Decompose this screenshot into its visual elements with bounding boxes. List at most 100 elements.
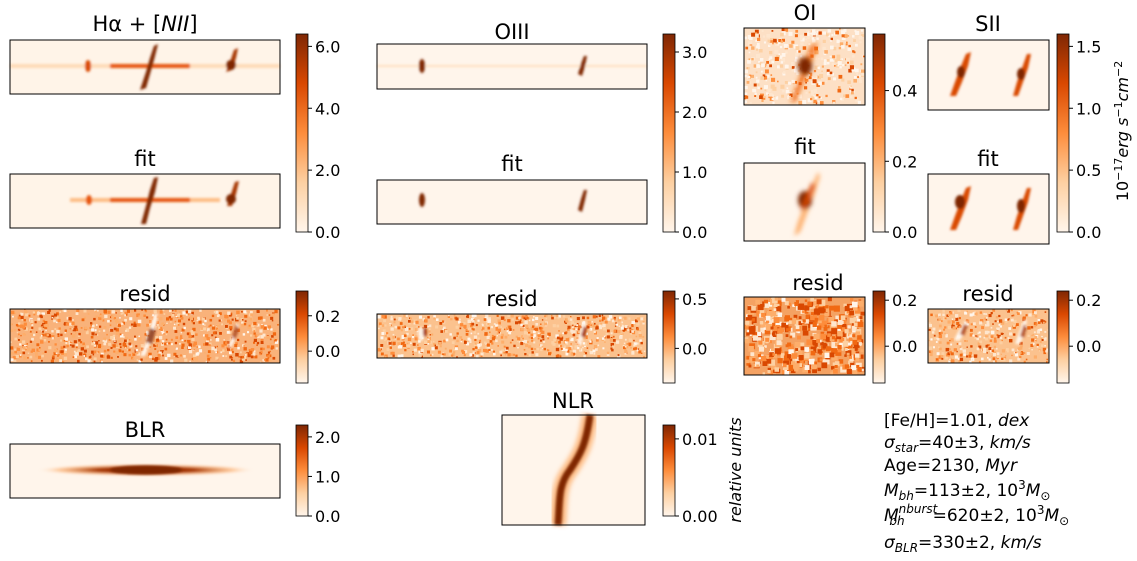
noise-pixel <box>95 333 97 336</box>
noise-pixel <box>634 347 637 350</box>
noise-pixel <box>991 355 993 357</box>
noise-pixel <box>776 340 782 346</box>
noise-pixel <box>757 354 761 358</box>
noise-pixel <box>566 350 570 353</box>
noise-pixel <box>216 329 221 333</box>
noise-pixel <box>63 352 67 356</box>
noise-pixel <box>484 332 488 336</box>
noise-pixel <box>541 335 545 338</box>
noise-pixel <box>964 340 966 342</box>
noise-pixel <box>203 337 207 340</box>
noise-pixel <box>950 343 953 346</box>
noise-pixel <box>204 319 207 323</box>
noise-pixel <box>530 326 535 331</box>
noise-pixel <box>592 349 596 353</box>
noise-pixel <box>471 318 474 321</box>
noise-pixel <box>123 353 127 357</box>
noise-pixel <box>380 352 384 356</box>
noise-pixel <box>948 360 951 363</box>
noise-pixel <box>760 70 763 73</box>
noise-pixel <box>844 329 849 334</box>
noise-pixel <box>29 340 33 343</box>
noise-pixel <box>630 332 633 335</box>
noise-pixel <box>179 342 181 345</box>
noise-pixel <box>791 79 796 84</box>
noise-pixel <box>804 299 808 302</box>
noise-pixel <box>613 316 616 320</box>
noise-pixel <box>149 355 152 359</box>
noise-pixel <box>941 320 943 322</box>
noise-pixel <box>928 322 931 325</box>
noise-pixel <box>60 333 63 337</box>
noise-pixel <box>424 340 428 345</box>
noise-pixel <box>769 92 773 97</box>
noise-pixel <box>442 320 445 323</box>
noise-pixel <box>811 29 816 33</box>
noise-pixel <box>571 324 574 326</box>
noise-pixel <box>1044 337 1047 340</box>
image-oi-fit <box>743 162 866 242</box>
noise-pixel <box>485 346 488 349</box>
image-sii-fit <box>927 173 1050 245</box>
noise-pixel <box>500 336 504 339</box>
noise-pixel <box>239 351 242 354</box>
noise-pixel <box>10 346 14 350</box>
noise-pixel <box>210 339 212 341</box>
noise-pixel <box>757 86 760 90</box>
noise-pixel <box>157 357 161 360</box>
noise-pixel <box>160 309 162 311</box>
noise-pixel <box>855 68 859 73</box>
noise-pixel <box>477 337 480 340</box>
noise-pixel <box>749 328 756 335</box>
noise-pixel <box>20 324 24 328</box>
noise-pixel <box>800 346 805 351</box>
noise-pixel <box>171 313 175 317</box>
noise-pixel <box>69 322 72 326</box>
noise-pixel <box>804 86 808 90</box>
cbar-tick-label: 0.0 <box>1076 337 1101 356</box>
noise-pixel <box>31 348 35 352</box>
noise-pixel <box>571 326 574 329</box>
noise-pixel <box>31 344 33 347</box>
noise-pixel <box>246 352 250 356</box>
noise-pixel <box>997 355 1000 358</box>
noise-pixel <box>857 76 859 78</box>
noise-pixel <box>958 326 961 328</box>
noise-pixel <box>203 327 207 331</box>
noise-pixel <box>930 338 933 341</box>
noise-pixel <box>460 336 463 338</box>
noise-pixel <box>128 326 132 329</box>
noise-pixel <box>588 328 591 331</box>
noise-pixel <box>415 320 419 324</box>
noise-pixel <box>772 353 775 356</box>
noise-pixel <box>940 355 944 358</box>
noise-pixel <box>835 349 842 356</box>
noise-pixel <box>275 347 278 350</box>
noise-pixel <box>998 356 1002 361</box>
noise-pixel <box>998 314 1001 318</box>
noise-pixel <box>859 74 862 78</box>
panel-oi-fit: fit <box>743 135 866 242</box>
noise-pixel <box>232 359 236 362</box>
noise-pixel <box>443 353 446 356</box>
noise-pixel <box>938 332 942 335</box>
noise-pixel <box>524 320 528 324</box>
noise-pixel <box>840 97 844 101</box>
noise-pixel <box>839 28 841 30</box>
panel-sii-resid: resid <box>927 282 1070 384</box>
noise-pixel <box>96 324 98 326</box>
noise-pixel <box>269 350 271 353</box>
noise-pixel <box>821 81 825 85</box>
noise-pixel <box>574 345 578 349</box>
noise-pixel <box>939 347 942 351</box>
noise-pixel <box>1004 318 1008 321</box>
noise-pixel <box>808 43 811 46</box>
noise-pixel <box>257 316 261 320</box>
noise-pixel <box>774 297 778 301</box>
image-oi-resid <box>743 296 866 376</box>
noise-pixel <box>274 340 279 344</box>
noise-pixel <box>820 101 824 105</box>
noise-pixel <box>1033 342 1035 345</box>
noise-pixel <box>981 326 985 330</box>
noise-pixel <box>380 348 383 351</box>
